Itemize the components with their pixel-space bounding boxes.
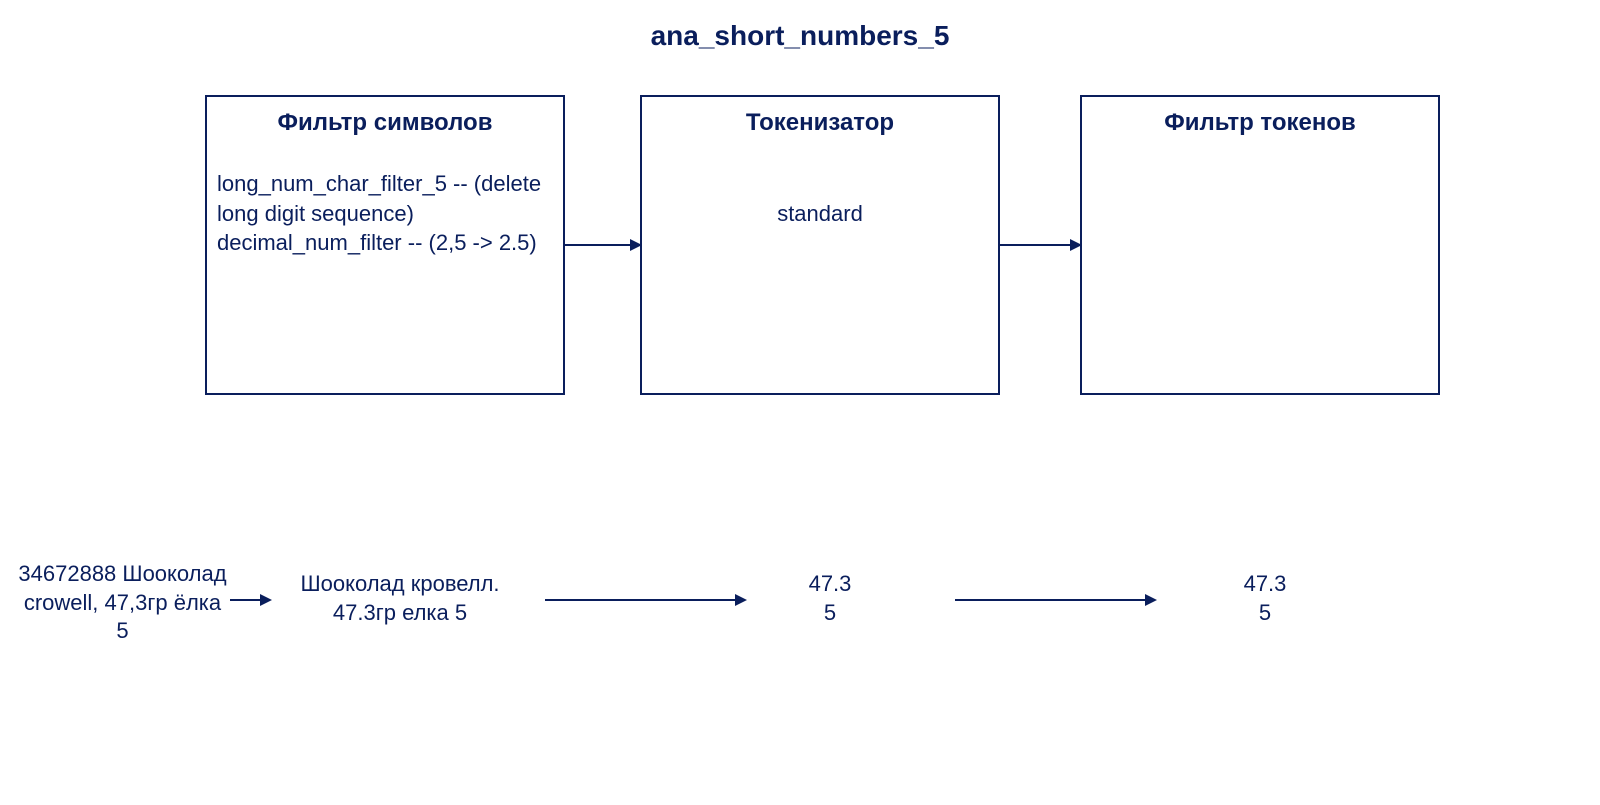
box-char-filter-body: long_num_char_filter_5 -- (delete long d… <box>207 149 563 278</box>
sample-after-tokenizer-line2: 5 <box>790 599 870 628</box>
box-token-filter-body <box>1082 149 1438 189</box>
sample-input-text: 34672888 Шооколад crowell, 47,3гр ёлка 5 <box>18 561 226 643</box>
arrow-box-1-to-2 <box>565 235 645 255</box>
sample-after-tokenfilter: 47.3 5 <box>1225 570 1305 627</box>
box-token-filter: Фильтр токенов <box>1080 95 1440 395</box>
sample-after-tokenfilter-line2: 5 <box>1225 599 1305 628</box>
char-filter-line-3: decimal_num_filter -- (2,5 -> 2.5) <box>217 228 553 258</box>
tokenizer-line: standard <box>652 199 988 229</box>
arrow-sample-3 <box>955 590 1160 610</box>
sample-after-charfilter: Шооколад кровелл. 47.3гр елка 5 <box>275 570 525 627</box>
diagram-title: ana_short_numbers_5 <box>651 20 950 52</box>
box-char-filter: Фильтр символов long_num_char_filter_5 -… <box>205 95 565 395</box>
box-tokenizer-header: Токенизатор <box>642 97 998 149</box>
tokenizer-spacer <box>652 169 988 199</box>
box-token-filter-header: Фильтр токенов <box>1082 97 1438 149</box>
arrow-sample-1 <box>230 590 275 610</box>
sample-after-charfilter-text: Шооколад кровелл. 47.3гр елка 5 <box>300 571 499 625</box>
box-tokenizer-body: standard <box>642 149 998 249</box>
arrow-sample-2 <box>545 590 750 610</box>
arrow-box-2-to-3 <box>1000 235 1085 255</box>
char-filter-line-1: long_num_char_filter_5 -- (delete long d… <box>217 169 553 228</box>
sample-after-tokenizer: 47.3 5 <box>790 570 870 627</box>
sample-input: 34672888 Шооколад crowell, 47,3гр ёлка 5 <box>15 560 230 646</box>
sample-after-tokenizer-line1: 47.3 <box>790 570 870 599</box>
sample-after-tokenfilter-line1: 47.3 <box>1225 570 1305 599</box>
box-char-filter-header: Фильтр символов <box>207 97 563 149</box>
box-tokenizer: Токенизатор standard <box>640 95 1000 395</box>
